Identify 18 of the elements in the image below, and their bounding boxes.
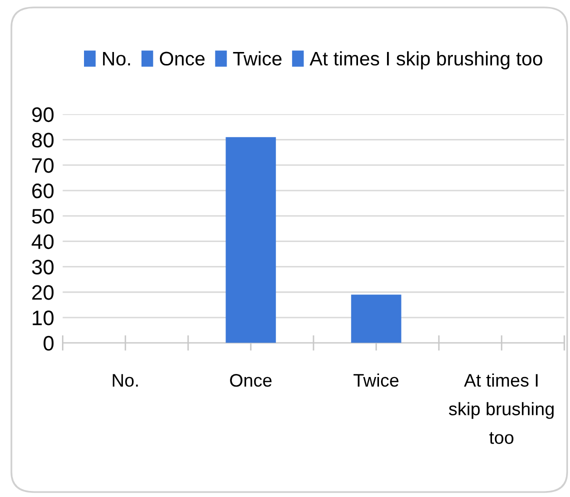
legend-label: At times I skip brushing too: [310, 51, 542, 70]
y-tick-label: 50: [32, 208, 54, 224]
y-tick-label: 70: [32, 158, 54, 173]
x-tick-label: Twice: [354, 373, 398, 387]
y-tick-label: 60: [32, 184, 54, 198]
y-tick-label: 0: [44, 336, 54, 351]
x-tick-label: Once: [230, 374, 272, 387]
x-tick-label: No.: [112, 374, 138, 387]
y-tick-label: 30: [32, 260, 54, 274]
legend-label: Once: [160, 52, 205, 66]
y-tick-label: 90: [32, 107, 54, 122]
y-tick-label: 10: [32, 310, 54, 326]
y-tick-label: 40: [32, 234, 54, 250]
legend-label: No.: [103, 52, 130, 66]
x-tick-label: At times I skip brushing too: [448, 373, 554, 444]
legend-label: Twice: [233, 51, 282, 66]
y-tick-label: 80: [32, 132, 54, 148]
y-tick-label: 20: [32, 285, 54, 300]
